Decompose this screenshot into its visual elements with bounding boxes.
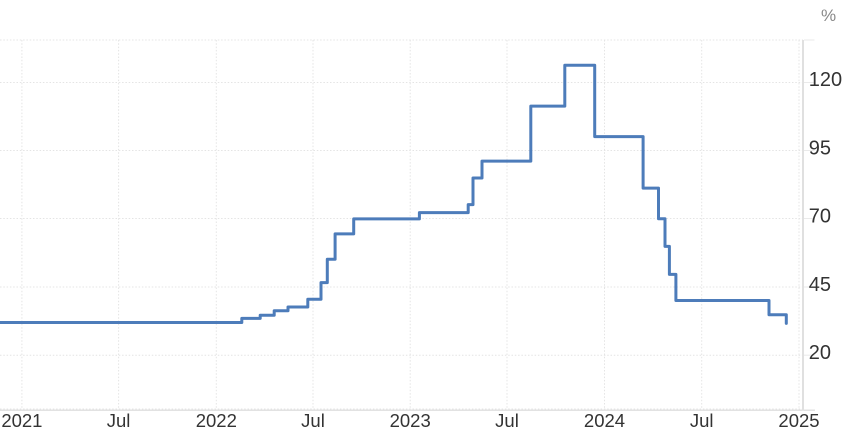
svg-text:20: 20 — [809, 342, 831, 364]
svg-text:2025: 2025 — [778, 410, 819, 431]
svg-text:70: 70 — [809, 205, 831, 227]
svg-text:Jul: Jul — [495, 410, 519, 431]
svg-text:2022: 2022 — [196, 410, 237, 431]
svg-text:120: 120 — [809, 69, 842, 91]
svg-text:95: 95 — [809, 137, 831, 159]
svg-text:2024: 2024 — [584, 410, 625, 431]
svg-text:Jul: Jul — [301, 410, 325, 431]
svg-text:%: % — [821, 6, 836, 25]
svg-text:Jul: Jul — [107, 410, 131, 431]
svg-text:2021: 2021 — [1, 410, 42, 431]
svg-text:45: 45 — [809, 274, 831, 296]
svg-text:2023: 2023 — [390, 410, 431, 431]
svg-text:Jul: Jul — [690, 410, 714, 431]
